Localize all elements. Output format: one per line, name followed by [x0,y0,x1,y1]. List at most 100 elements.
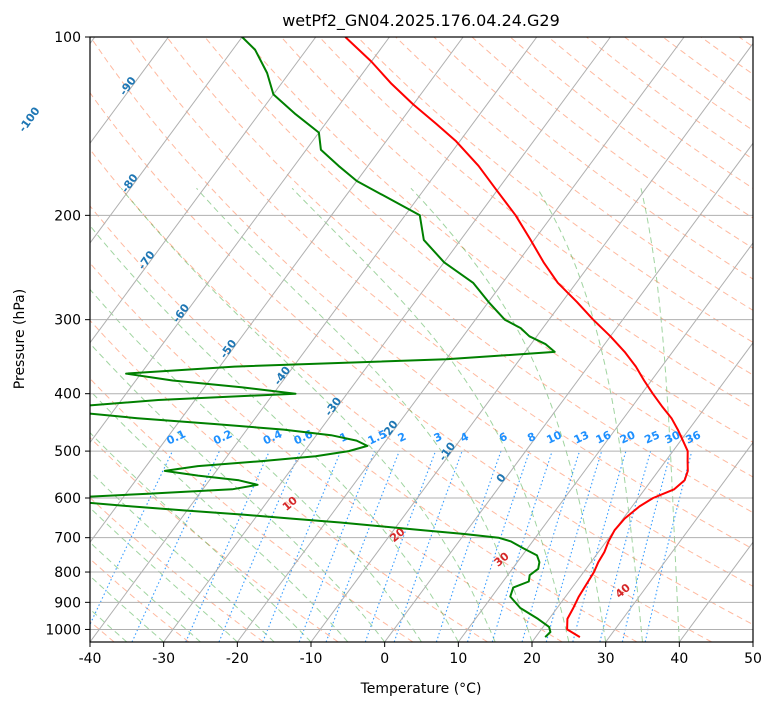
isotherm-line [605,441,753,642]
mixing-ratio-line [435,450,502,642]
x-axis-label: Temperature (°C) [360,681,482,697]
isotherm-line [457,242,753,642]
y-tick-label: 1000 [45,622,81,638]
dry-adiabat [90,91,753,626]
dry-adiabat [90,377,414,642]
dry-adiabat [357,37,753,343]
dry-adiabat [509,37,753,219]
isotherm-line [752,641,753,642]
x-tick-label: 10 [449,651,467,667]
mixing-ratio-line [364,450,437,642]
y-axis-label: Pressure (hPa) [12,289,28,389]
moist-adiabat [640,188,680,642]
background-lines [90,37,753,642]
dry-adiabat [90,148,712,642]
moist-adiabat [90,470,275,642]
dry-adiabat [90,436,339,642]
y-tick-label: 500 [54,444,81,460]
isotherm-line [531,341,753,642]
isotherm-label: -40 [271,364,293,388]
dry-adiabat [90,37,753,587]
y-tick-label: 700 [54,531,81,547]
isotherm-line [678,541,753,642]
x-axis-ticks: -40 -30 -20 -10 0 10 20 30 40 50 [79,642,762,667]
x-tick-label: -10 [300,651,323,667]
pressure-grid [90,36,753,630]
mixing-ratio-label: 20 [618,428,638,446]
dry-adiabat-label: 30 [492,549,512,569]
mixing-ratio-line [325,450,400,642]
isotherm-line [90,37,464,544]
dry-adiabat [90,319,488,642]
y-tick-label: 800 [54,565,81,581]
y-axis-ticks: 100 200 300 400 500 600 700 800 900 1000 [45,30,90,638]
mixing-ratio-label: 2 [396,430,408,445]
mixing-ratio-line [572,450,627,642]
isotherm-label: 0 [494,471,509,485]
mixing-ratio-line [545,450,603,642]
isotherm-label: -90 [117,74,139,98]
isotherm-line [90,37,169,145]
isotherm-line [90,37,243,244]
isotherm-label: -70 [135,248,157,272]
moist-adiabat [120,187,496,642]
dry-adiabat [90,496,264,642]
moist-adiabat [536,187,643,642]
dry-adiabat [90,262,563,642]
mixing-ratio-label: 36 [684,428,704,446]
dry-adiabat [700,37,753,75]
dry-adiabat [471,37,753,249]
moist-adiabat [410,187,607,642]
mixing-ratio-label: 4 [458,430,471,445]
moist-adiabat [196,187,533,642]
isotherm-label: -30 [322,395,344,419]
mixing-ratio-line [90,450,173,626]
x-tick-label: -30 [152,651,175,667]
moist-adiabat [90,288,422,642]
x-tick-label: 40 [670,651,688,667]
dry-adiabat [90,205,638,642]
mixing-ratio-label: 16 [594,428,614,446]
mixing-ratio-label: 0.1 [165,427,188,447]
y-tick-label: 200 [54,208,81,224]
isotherm-label: -100 [16,104,43,134]
mixing-ratio-line [466,450,531,642]
mixing-ratio-line [621,450,672,642]
mixing-ratio-label: 13 [572,428,591,446]
mixing-ratio-line [521,450,581,642]
isotherm-label: -50 [217,337,239,361]
dewpoint-trace [90,37,556,638]
dry-adiabat-label: 40 [613,581,633,601]
temperature-trace [344,37,689,638]
mixing-ratio-line [393,450,463,642]
y-tick-label: 900 [54,595,81,611]
moist-adiabat [90,431,312,642]
moist-adiabat [90,389,349,642]
mixing-ratio-line [185,450,270,642]
dry-adiabat [547,37,753,189]
dry-adiabat [395,37,753,311]
moist-adiabat [90,224,459,642]
isotherm-line [384,142,753,642]
isotherm-line [90,37,317,344]
isotherm-line [90,37,390,444]
mixing-ratio-label: 3 [432,430,444,445]
mixing-ratio-label: 25 [642,428,661,446]
profile-traces [90,37,689,638]
y-tick-label: 600 [54,491,81,507]
dry-adiabat [662,37,753,103]
inline-labels: -100-90-80-70-60-50-40-30-20-1000.1 0.2 0.… [16,74,703,601]
x-tick-label: 20 [523,651,541,667]
x-tick-label: -20 [226,651,249,667]
mixing-ratio-line [262,450,342,642]
mixing-ratio-label: 0.2 [211,427,234,447]
mixing-ratio-line [599,450,652,642]
x-tick-label: 0 [380,651,389,667]
dry-adiabat [166,37,753,514]
x-tick-label: -40 [79,651,102,667]
moist-adiabat [90,506,238,642]
mixing-ratio-label: 30 [663,428,683,446]
mixing-ratio-line [298,450,376,642]
chart-title: wetPf2_GN04.2025.176.04.24.G29 [282,11,560,31]
